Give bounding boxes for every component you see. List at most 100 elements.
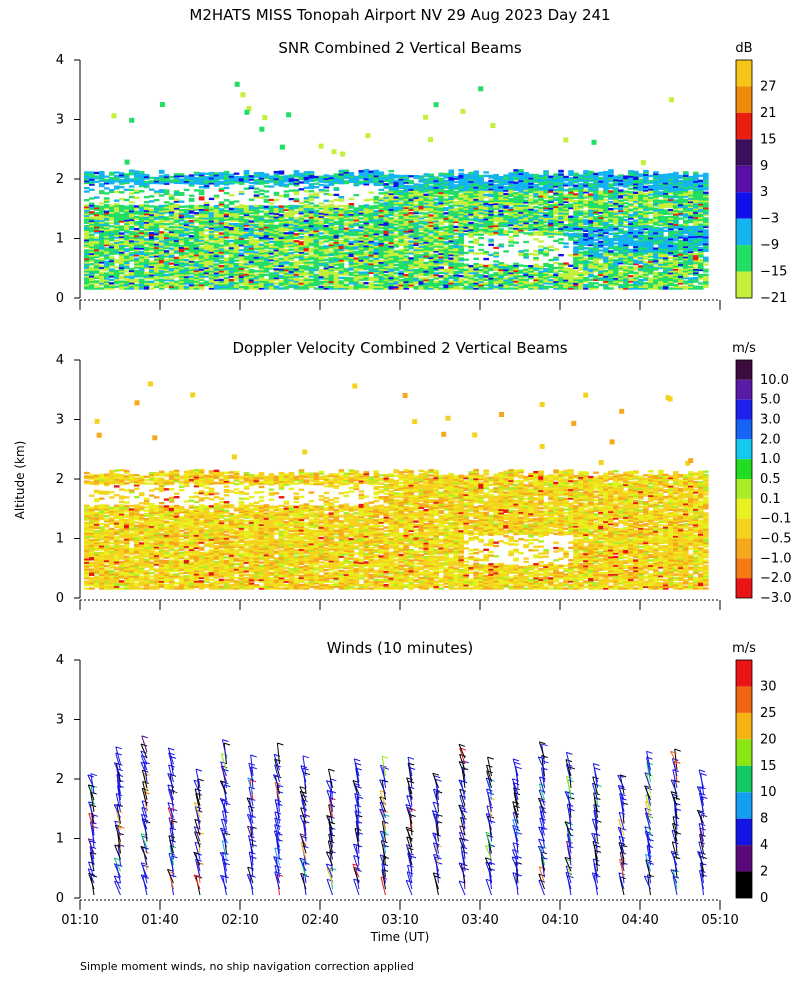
heatmap-cell [458,259,464,262]
heatmap-cell [238,242,245,245]
heatmap-cell [433,228,440,231]
heatmap-cell [388,199,395,203]
heatmap-cell [508,213,514,216]
heatmap-cell [338,211,345,215]
heatmap-cell [468,204,474,207]
heatmap-cell [453,185,459,189]
heatmap-cell [353,212,360,215]
heatmap-cell [543,180,549,184]
heatmap-cell [423,215,430,219]
heatmap-cell [283,222,290,225]
heatmap-cell [433,225,440,228]
heatmap-cell [473,187,479,191]
heatmap-cell [418,187,425,190]
heatmap-cell [278,222,285,226]
heatmap-cell [198,227,205,230]
heatmap-cell [493,282,499,285]
heatmap-cell [338,181,345,185]
heatmap-cell [543,189,549,192]
heatmap-cell [213,242,220,246]
heatmap-cell [263,236,270,239]
heatmap-cell [398,208,405,211]
heatmap-cell [98,266,105,269]
heatmap-cell [353,265,360,269]
heatmap-cell [328,205,335,208]
heatmap-cell [403,186,410,189]
heatmap-cell [93,285,100,288]
heatmap-cell [88,216,95,219]
heatmap-cell [528,189,534,192]
heatmap-cell [518,252,524,255]
heatmap-cell [528,213,534,216]
heatmap-cell [368,198,375,201]
heatmap-cell [533,272,539,275]
heatmap-cell [443,193,450,196]
heatmap-cell [258,287,265,290]
heatmap-cell [93,261,100,264]
heatmap-cell [228,228,235,231]
heatmap-cell [548,264,554,267]
heatmap-cell [378,173,385,176]
heatmap-cell [353,270,360,274]
heatmap-cell [298,242,305,246]
heatmap-cell [408,279,415,282]
heatmap-cell [168,267,175,270]
heatmap-cell [248,284,255,287]
heatmap-cell [298,206,305,210]
heatmap-cell [298,246,305,249]
heatmap-cell [348,242,355,245]
heatmap-cell [108,207,115,211]
heatmap-cell [323,211,330,214]
heatmap-cell [218,247,225,251]
heatmap-cell [93,269,100,273]
heatmap-cell [368,252,375,255]
heatmap-cell [353,264,360,267]
heatmap-cell [478,228,484,231]
heatmap-cell [273,236,280,240]
heatmap-cell [288,257,295,260]
heatmap-cell [218,249,225,252]
heatmap-cell [338,173,345,176]
heatmap-cell [363,267,370,271]
heatmap-cell [438,193,445,196]
heatmap-cell [93,280,100,283]
heatmap-cell [238,207,245,210]
heatmap-cell [243,208,250,211]
heatmap-cell [493,194,499,197]
heatmap-cell [473,201,479,205]
heatmap-cell [308,212,315,216]
heatmap-cell [398,176,405,179]
heatmap-cell [398,195,405,198]
heatmap-cell [158,238,165,241]
heatmap-cell [213,179,220,182]
heatmap-cell [113,234,120,237]
heatmap-cell [433,260,440,263]
heatmap-cell [98,240,105,243]
heatmap-cell [333,188,340,191]
heatmap-cell [258,268,265,271]
heatmap-cell [443,220,450,224]
heatmap-cell [193,275,200,278]
heatmap-cell [443,195,450,198]
heatmap-cell [323,231,330,234]
heatmap-cell [458,222,464,225]
heatmap-cell [523,206,529,209]
heatmap-cell [118,198,125,201]
heatmap-cell [473,207,479,210]
heatmap-cell [393,253,400,256]
heatmap-cell [193,212,200,215]
heatmap-cell [328,175,335,178]
heatmap-cell [413,216,420,220]
heatmap-cell [303,176,310,179]
heatmap-cell [538,221,544,225]
heatmap-cell [463,197,469,200]
heatmap-cell [148,255,155,258]
heatmap-cell [343,259,350,262]
heatmap-cell [253,256,260,259]
heatmap-cell [263,220,270,224]
heatmap-cell [228,256,235,260]
heatmap-cell [128,178,135,181]
heatmap-cell [398,263,405,267]
heatmap-cell [438,191,445,195]
heatmap-cell [408,180,415,183]
